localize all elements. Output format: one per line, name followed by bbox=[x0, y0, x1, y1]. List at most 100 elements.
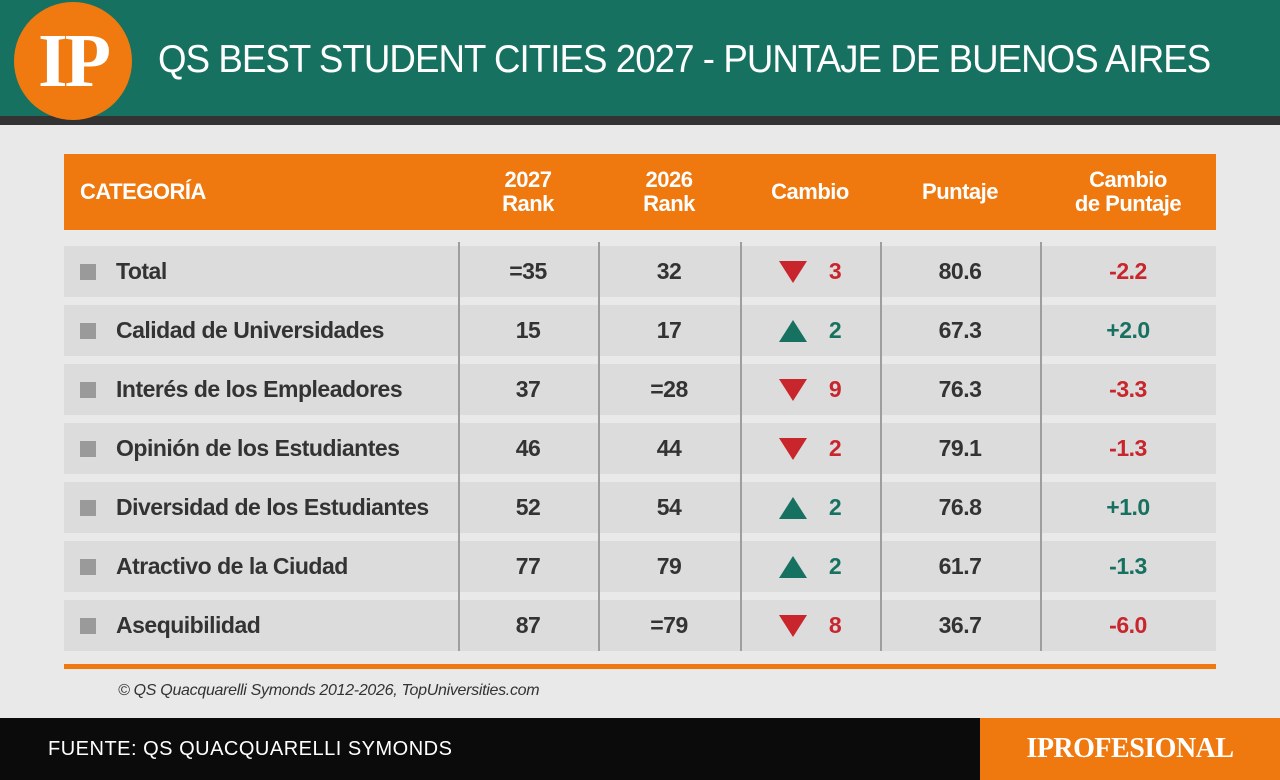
col-score: Puntaje bbox=[922, 178, 998, 204]
cell-rank2026: =28 bbox=[650, 376, 688, 402]
triangle-down-icon bbox=[778, 437, 807, 460]
cell-score-change: -1.3 bbox=[1109, 553, 1147, 579]
cell-category: Diversidad de los Estudiantes bbox=[64, 482, 458, 533]
cell-category: Total bbox=[64, 246, 458, 297]
page-title: QS BEST STUDENT CITIES 2027 - PUNTAJE DE… bbox=[158, 38, 1211, 81]
column-divider bbox=[880, 242, 882, 651]
cell-score-change: +1.0 bbox=[1106, 494, 1150, 520]
cell-score-change: -1.3 bbox=[1109, 435, 1147, 461]
cell-change: 2 bbox=[740, 423, 880, 474]
table-row: Calidad de Universidades 15 17 67.3 2 +2.0 bbox=[64, 305, 1216, 356]
col-category: CATEGORÍA bbox=[80, 178, 206, 204]
cell-category: Calidad de Universidades bbox=[64, 305, 458, 356]
col-rank-2026: 2026 Rank bbox=[643, 166, 695, 216]
triangle-up-icon bbox=[778, 496, 807, 519]
column-divider bbox=[740, 242, 742, 651]
cell-score-change: -6.0 bbox=[1109, 612, 1147, 638]
triangle-down-icon bbox=[778, 260, 807, 283]
source-label: FUENTE: QS QUACQUARELLI SYMONDS bbox=[48, 738, 453, 760]
footer-bar: FUENTE: QS QUACQUARELLI SYMONDS IPROFESI… bbox=[0, 718, 1280, 780]
cell-rank2027: 15 bbox=[515, 317, 541, 343]
cell-category: Asequibilidad bbox=[64, 600, 458, 651]
brand-logo: IPROFESIONAL bbox=[1026, 733, 1234, 764]
cell-rank2026: =79 bbox=[650, 612, 688, 638]
copyright-note: © QS Quacquarelli Symonds 2012-2026, Top… bbox=[118, 682, 540, 699]
cell-score: 76.3 bbox=[938, 376, 982, 402]
table-row: Total =35 32 80.6 3 -2.2 bbox=[64, 246, 1216, 297]
column-divider bbox=[1040, 242, 1042, 651]
cell-score-change: -2.2 bbox=[1109, 258, 1147, 284]
header-bar: IP QS BEST STUDENT CITIES 2027 - PUNTAJE… bbox=[0, 0, 1280, 125]
category-label: Asequibilidad bbox=[116, 612, 261, 638]
table-body: Total =35 32 80.6 3 -2.2 Calidad de Universida… bbox=[64, 246, 1216, 659]
column-divider bbox=[598, 242, 600, 651]
change-value: 3 bbox=[828, 258, 842, 284]
logo-text: IP bbox=[38, 19, 111, 103]
square-bullet-icon bbox=[80, 440, 96, 457]
category-label: Opinión de los Estudiantes bbox=[116, 435, 400, 461]
cell-rank2027: 52 bbox=[515, 494, 541, 520]
cell-rank2026: 54 bbox=[656, 494, 682, 520]
cell-change: 2 bbox=[740, 305, 880, 356]
category-label: Interés de los Empleadores bbox=[116, 376, 403, 402]
brand-box: IPROFESIONAL bbox=[980, 718, 1280, 780]
cell-score: 67.3 bbox=[938, 317, 982, 343]
cell-rank2026: 79 bbox=[656, 553, 682, 579]
cell-rank2027: 77 bbox=[515, 553, 541, 579]
change-value: 9 bbox=[828, 376, 842, 402]
change-value: 2 bbox=[828, 553, 842, 579]
change-value: 2 bbox=[828, 435, 842, 461]
header-band bbox=[0, 0, 1280, 116]
square-bullet-icon bbox=[80, 381, 96, 398]
cell-rank2026: 32 bbox=[656, 258, 682, 284]
col-score-change: Cambio de Puntaje bbox=[1074, 166, 1182, 216]
col-rank-2027: 2027 Rank bbox=[502, 166, 554, 216]
column-divider bbox=[458, 242, 460, 651]
col-change: Cambio bbox=[771, 178, 849, 204]
table-row: Atractivo de la Ciudad 77 79 61.7 2 -1.3 bbox=[64, 541, 1216, 592]
cell-change: 2 bbox=[740, 482, 880, 533]
change-value: 8 bbox=[828, 612, 842, 638]
cell-score: 36.7 bbox=[938, 612, 982, 638]
square-bullet-icon bbox=[80, 558, 96, 575]
cell-rank2027: 46 bbox=[515, 435, 541, 461]
cell-rank2027: =35 bbox=[509, 258, 547, 284]
change-value: 2 bbox=[828, 494, 842, 520]
cell-rank2027: 37 bbox=[515, 376, 541, 402]
triangle-down-icon bbox=[778, 378, 807, 401]
square-bullet-icon bbox=[80, 263, 96, 280]
category-label: Atractivo de la Ciudad bbox=[116, 553, 348, 579]
table-row: Diversidad de los Estudiantes 52 54 76.8 2 +1… bbox=[64, 482, 1216, 533]
table-row: Opinión de los Estudiantes 46 44 79.1 2 -1.3 bbox=[64, 423, 1216, 474]
square-bullet-icon bbox=[80, 499, 96, 516]
triangle-down-icon bbox=[778, 614, 807, 637]
square-bullet-icon bbox=[80, 322, 96, 339]
cell-score: 79.1 bbox=[938, 435, 982, 461]
table-row: Interés de los Empleadores 37 =28 76.3 9 -3.3 bbox=[64, 364, 1216, 415]
cell-score: 80.6 bbox=[938, 258, 982, 284]
square-bullet-icon bbox=[80, 617, 96, 634]
cell-category: Interés de los Empleadores bbox=[64, 364, 458, 415]
cell-score-change: -3.3 bbox=[1109, 376, 1147, 402]
cell-category: Atractivo de la Ciudad bbox=[64, 541, 458, 592]
cell-category: Opinión de los Estudiantes bbox=[64, 423, 458, 474]
cell-rank2027: 87 bbox=[515, 612, 541, 638]
cell-change: 2 bbox=[740, 541, 880, 592]
table-row: Asequibilidad 87 =79 36.7 8 -6.0 bbox=[64, 600, 1216, 651]
ip-logo: IP bbox=[14, 2, 132, 120]
category-label: Total bbox=[116, 258, 167, 284]
cell-score-change: +2.0 bbox=[1106, 317, 1150, 343]
change-value: 2 bbox=[828, 317, 842, 343]
cell-rank2026: 44 bbox=[656, 435, 682, 461]
cell-rank2026: 17 bbox=[656, 317, 682, 343]
category-label: Calidad de Universidades bbox=[116, 317, 384, 343]
cell-change: 3 bbox=[740, 246, 880, 297]
cell-change: 8 bbox=[740, 600, 880, 651]
cell-change: 9 bbox=[740, 364, 880, 415]
table-header: CATEGORÍA 2027 Rank 2026 Rank Cambio Pun… bbox=[64, 154, 1216, 230]
cell-score: 76.8 bbox=[938, 494, 982, 520]
category-label: Diversidad de los Estudiantes bbox=[116, 494, 429, 520]
cell-score: 61.7 bbox=[938, 553, 982, 579]
triangle-up-icon bbox=[778, 555, 807, 578]
bottom-rule bbox=[64, 664, 1216, 669]
